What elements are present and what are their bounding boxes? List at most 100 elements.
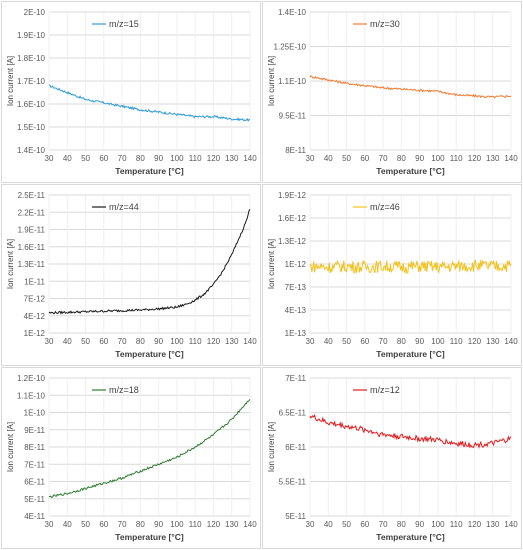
chart-panel-mz44: 1E-12 4E-12 7E-12 1E-11 1.3E-11 1.6E-11 1.9E-1… bbox=[1, 184, 261, 366]
legend-label: m/z=12 bbox=[370, 385, 400, 395]
chart-svg-mz12: 5E-11 5.5E-11 6E-11 6.5E-11 7E-11 30 40 50 60 70 8… bbox=[267, 374, 518, 542]
chart-svg-mz30: 8E-11 9.5E-11 1.1E-10 1.25E-10 1.4E-10 30 40 50… bbox=[267, 8, 518, 176]
x-tick-label: 70 bbox=[118, 520, 127, 529]
y-tick-label: 1.5E-10 bbox=[17, 123, 46, 132]
chart-svg-mz15: 1.4E-10 1.5E-10 1.6E-10 1.7E-10 1.8E-10 1.9E-… bbox=[6, 8, 257, 176]
x-tick-label: 40 bbox=[63, 520, 72, 529]
x-tick-label: 70 bbox=[379, 154, 388, 163]
x-tick-label: 120 bbox=[207, 337, 221, 346]
x-tick-label: 60 bbox=[360, 520, 369, 529]
x-tick-label: 70 bbox=[118, 337, 127, 346]
x-tick-label: 30 bbox=[45, 520, 54, 529]
y-tick-label: 1.2E-10 bbox=[17, 374, 46, 383]
x-tick-label: 130 bbox=[486, 337, 500, 346]
x-tick-label: 30 bbox=[306, 520, 315, 529]
x-axis-title: Temperature [°C] bbox=[376, 532, 445, 542]
x-tick-label: 100 bbox=[170, 520, 184, 529]
x-tick-label: 80 bbox=[397, 520, 406, 529]
x-tick-label: 40 bbox=[63, 154, 72, 163]
x-tick-label: 30 bbox=[306, 337, 315, 346]
y-tick-label: 1E-12 bbox=[285, 260, 307, 269]
x-tick-label: 30 bbox=[306, 154, 315, 163]
x-tick-label: 100 bbox=[431, 520, 445, 529]
y-tick-label: 9E-11 bbox=[24, 426, 45, 435]
x-tick-label: 140 bbox=[243, 337, 257, 346]
x-tick-label: 110 bbox=[450, 337, 463, 346]
x-axis-title: Temperature [°C] bbox=[115, 166, 184, 176]
y-tick-label: 2.2E-11 bbox=[18, 208, 46, 217]
y-axis-title: Ion current [A] bbox=[6, 56, 15, 106]
x-tick-label: 80 bbox=[136, 337, 145, 346]
chart-panel-mz12: 5E-11 5.5E-11 6E-11 6.5E-11 7E-11 30 40 50 60 70 8… bbox=[262, 367, 522, 549]
y-tick-label: 1.6E-10 bbox=[17, 100, 46, 109]
y-axis-title: Ion current [A] bbox=[267, 422, 276, 472]
chart-panel-mz18: 4E-11 5E-11 6E-11 7E-11 8E-11 9E-11 1E-10 1.1E-… bbox=[1, 367, 261, 549]
x-tick-label: 30 bbox=[45, 154, 54, 163]
x-tick-label: 120 bbox=[207, 520, 221, 529]
chart-panel-mz46: 1E-13 4E-13 7E-13 1E-12 1.3E-12 1.6E-12 1.9E-1… bbox=[262, 184, 522, 366]
x-tick-label: 60 bbox=[360, 337, 369, 346]
y-tick-label: 5.5E-11 bbox=[279, 478, 307, 487]
y-tick-label: 6E-11 bbox=[285, 443, 306, 452]
y-tick-label: 1.9E-10 bbox=[17, 31, 46, 40]
chart-svg-mz18: 4E-11 5E-11 6E-11 7E-11 8E-11 9E-11 1E-10 1.1E-… bbox=[6, 374, 257, 542]
x-tick-label: 100 bbox=[170, 337, 184, 346]
x-tick-label: 50 bbox=[342, 520, 351, 529]
y-tick-label: 1E-12 bbox=[24, 329, 46, 338]
x-tick-label: 60 bbox=[99, 520, 108, 529]
y-tick-label: 1.3E-12 bbox=[278, 237, 307, 246]
legend-label: m/z=30 bbox=[370, 19, 400, 29]
y-tick-label: 7E-13 bbox=[285, 283, 307, 292]
chart-svg-mz44: 1E-12 4E-12 7E-12 1E-11 1.3E-11 1.6E-11 1.9E-1… bbox=[6, 191, 257, 359]
legend-label: m/z=44 bbox=[109, 202, 139, 212]
x-tick-label: 60 bbox=[99, 337, 108, 346]
x-tick-label: 90 bbox=[154, 154, 163, 163]
y-tick-label: 1.9E-11 bbox=[18, 226, 46, 235]
y-tick-label: 1.1E-10 bbox=[278, 77, 307, 86]
series-line bbox=[309, 413, 512, 450]
x-tick-label: 50 bbox=[81, 154, 90, 163]
x-tick-label: 110 bbox=[450, 154, 463, 163]
x-tick-label: 130 bbox=[486, 520, 500, 529]
x-tick-label: 50 bbox=[81, 520, 90, 529]
x-tick-label: 100 bbox=[431, 154, 445, 163]
x-tick-label: 70 bbox=[379, 520, 388, 529]
x-tick-label: 40 bbox=[324, 154, 333, 163]
x-tick-label: 50 bbox=[81, 337, 90, 346]
y-tick-label: 1.4E-10 bbox=[17, 146, 46, 155]
y-tick-label: 1E-13 bbox=[285, 329, 307, 338]
x-tick-label: 130 bbox=[486, 154, 500, 163]
y-tick-label: 1.6E-11 bbox=[18, 243, 46, 252]
chart-panel-mz15: 1.4E-10 1.5E-10 1.6E-10 1.7E-10 1.8E-10 1.9E-… bbox=[1, 1, 261, 183]
x-tick-label: 70 bbox=[118, 154, 127, 163]
x-tick-label: 90 bbox=[415, 520, 424, 529]
x-tick-label: 120 bbox=[468, 337, 482, 346]
x-tick-label: 140 bbox=[504, 154, 518, 163]
y-tick-label: 7E-11 bbox=[285, 374, 306, 383]
y-tick-label: 8E-11 bbox=[285, 146, 306, 155]
y-axis-title: Ion current [A] bbox=[6, 239, 15, 289]
y-tick-label: 2.5E-11 bbox=[18, 191, 46, 200]
x-tick-label: 90 bbox=[154, 520, 163, 529]
x-axis-title: Temperature [°C] bbox=[376, 349, 445, 359]
y-tick-label: 1.25E-10 bbox=[274, 43, 307, 52]
x-tick-label: 140 bbox=[243, 154, 257, 163]
x-axis-title: Temperature [°C] bbox=[115, 349, 184, 359]
x-tick-label: 140 bbox=[504, 520, 518, 529]
legend-label: m/z=15 bbox=[109, 19, 139, 29]
x-tick-label: 130 bbox=[225, 154, 239, 163]
y-axis-title: Ion current [A] bbox=[267, 56, 276, 106]
legend-label: m/z=46 bbox=[370, 202, 400, 212]
y-tick-label: 6E-11 bbox=[24, 478, 45, 487]
y-tick-label: 1.3E-11 bbox=[18, 260, 46, 269]
y-tick-label: 8E-11 bbox=[24, 443, 45, 452]
y-tick-label: 5E-11 bbox=[285, 512, 306, 521]
x-tick-label: 80 bbox=[397, 154, 406, 163]
x-tick-label: 40 bbox=[324, 520, 333, 529]
chart-panel-mz30: 8E-11 9.5E-11 1.1E-10 1.25E-10 1.4E-10 30 40 50… bbox=[262, 1, 522, 183]
y-tick-label: 1E-10 bbox=[24, 409, 46, 418]
y-tick-label: 1.7E-10 bbox=[17, 77, 46, 86]
series-line bbox=[48, 399, 251, 499]
y-tick-label: 1.1E-10 bbox=[17, 391, 46, 400]
